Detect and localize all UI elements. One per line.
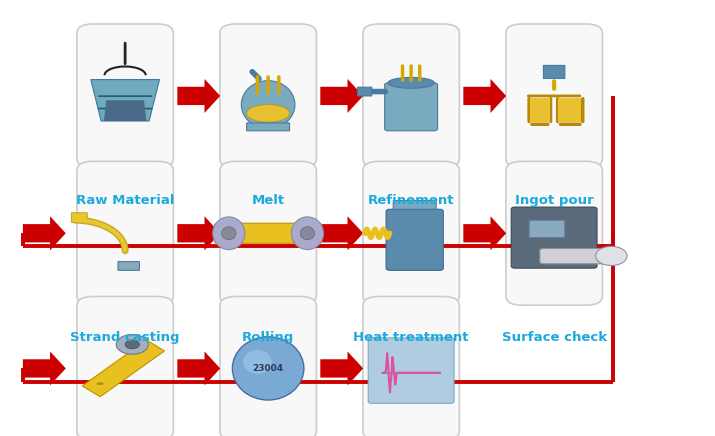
FancyBboxPatch shape [220, 161, 316, 305]
Ellipse shape [300, 227, 315, 240]
Ellipse shape [116, 335, 149, 354]
Ellipse shape [213, 217, 245, 249]
FancyBboxPatch shape [386, 209, 443, 270]
FancyBboxPatch shape [543, 65, 565, 78]
Ellipse shape [292, 217, 323, 249]
FancyBboxPatch shape [540, 249, 611, 264]
Text: Surface check: Surface check [501, 331, 607, 344]
Polygon shape [320, 351, 363, 385]
Polygon shape [463, 216, 506, 250]
FancyBboxPatch shape [214, 223, 322, 243]
FancyBboxPatch shape [506, 24, 602, 168]
Ellipse shape [247, 105, 290, 122]
FancyBboxPatch shape [77, 24, 173, 168]
FancyBboxPatch shape [393, 201, 436, 209]
FancyBboxPatch shape [77, 296, 173, 436]
Ellipse shape [242, 81, 295, 129]
Circle shape [596, 246, 627, 266]
FancyArrowPatch shape [252, 72, 259, 78]
FancyBboxPatch shape [358, 87, 372, 96]
Text: Strand casting: Strand casting [70, 331, 180, 344]
Text: Melt: Melt [252, 194, 285, 207]
Polygon shape [463, 79, 506, 113]
FancyBboxPatch shape [529, 220, 565, 238]
FancyBboxPatch shape [247, 123, 290, 131]
Polygon shape [23, 216, 66, 250]
Polygon shape [177, 79, 220, 113]
FancyBboxPatch shape [363, 296, 459, 436]
Polygon shape [320, 216, 363, 250]
Polygon shape [177, 216, 220, 250]
FancyBboxPatch shape [368, 338, 454, 403]
Circle shape [125, 340, 139, 349]
Text: Refinement: Refinement [368, 194, 454, 207]
FancyBboxPatch shape [220, 296, 316, 436]
FancyBboxPatch shape [363, 24, 459, 168]
Ellipse shape [222, 227, 236, 240]
Text: Rolling: Rolling [242, 331, 295, 344]
Polygon shape [177, 351, 220, 385]
Polygon shape [530, 98, 550, 122]
FancyBboxPatch shape [77, 161, 173, 305]
Text: Raw Material: Raw Material [76, 194, 174, 207]
Text: Heat treatment: Heat treatment [353, 331, 469, 344]
Ellipse shape [232, 337, 304, 400]
Text: Ingot pour: Ingot pour [515, 194, 593, 207]
Ellipse shape [97, 382, 104, 385]
Polygon shape [320, 79, 363, 113]
Polygon shape [91, 79, 159, 121]
Polygon shape [82, 340, 164, 397]
Ellipse shape [243, 350, 272, 374]
FancyBboxPatch shape [72, 213, 87, 222]
Polygon shape [23, 351, 66, 385]
Polygon shape [104, 100, 147, 121]
FancyBboxPatch shape [118, 262, 139, 270]
Ellipse shape [388, 78, 434, 88]
FancyBboxPatch shape [363, 161, 459, 305]
FancyBboxPatch shape [506, 161, 602, 305]
Text: 23004: 23004 [252, 364, 284, 373]
FancyBboxPatch shape [220, 24, 316, 168]
Polygon shape [558, 98, 581, 122]
FancyBboxPatch shape [511, 207, 597, 268]
FancyBboxPatch shape [385, 83, 438, 131]
